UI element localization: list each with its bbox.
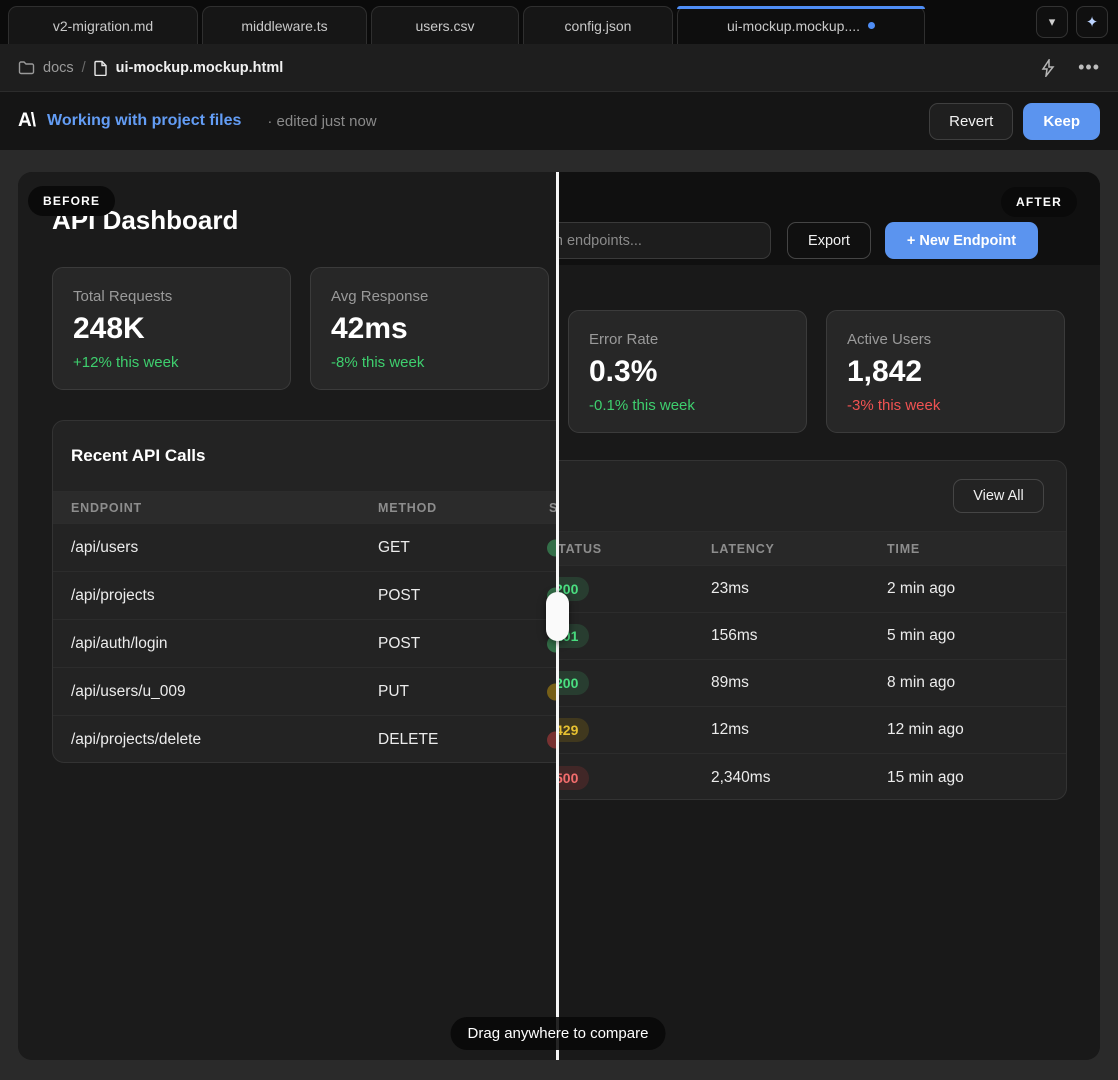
tab-middleware[interactable]: middleware.ts <box>202 6 367 44</box>
keep-button[interactable]: Keep <box>1023 103 1100 140</box>
method-cell: PUT <box>378 683 409 701</box>
column-endpoint: ENDPOINT <box>71 501 142 515</box>
claude-logo-icon: A\ <box>18 110 35 132</box>
tab-v2-migration[interactable]: v2-migration.md <box>8 6 198 44</box>
tab-label: users.csv <box>415 18 474 34</box>
stat-value: 0.3% <box>589 355 786 389</box>
breadcrumb-separator: / <box>82 60 86 76</box>
latency-cell: 12ms <box>711 721 749 739</box>
endpoint-cell: /api/auth/login <box>71 635 168 653</box>
column-time: TIME <box>887 542 920 556</box>
stat-card-active-users: Active Users 1,842 -3% this week <box>826 310 1065 433</box>
sparkle-icon: ✦ <box>1086 13 1099 31</box>
export-button[interactable]: Export <box>787 222 871 259</box>
latency-cell: 156ms <box>711 627 758 645</box>
endpoint-cell: /api/projects/delete <box>71 731 201 749</box>
tab-label: ui-mockup.mockup.... <box>727 18 860 34</box>
stat-value: 42ms <box>331 312 528 346</box>
compare-panel: BEFORE API Dashboard Total Requests 248K… <box>18 172 1100 1060</box>
tab-list-dropdown-button[interactable]: ▾ <box>1036 6 1068 38</box>
latency-cell: 23ms <box>711 580 749 598</box>
folder-icon <box>18 60 35 75</box>
tab-label: v2-migration.md <box>53 18 153 34</box>
time-cell: 5 min ago <box>887 627 955 645</box>
method-cell: POST <box>378 587 420 605</box>
breadcrumb-folder[interactable]: docs <box>43 60 74 76</box>
stat-delta: +12% this week <box>73 354 270 371</box>
new-endpoint-button[interactable]: + New Endpoint <box>885 222 1038 259</box>
revert-button[interactable]: Revert <box>929 103 1013 140</box>
endpoint-cell: /api/users/u_009 <box>71 683 186 701</box>
tab-users-csv[interactable]: users.csv <box>371 6 519 44</box>
endpoint-cell: /api/projects <box>71 587 155 605</box>
breadcrumb-file: ui-mockup.mockup.html <box>116 60 284 76</box>
stat-card-avg-response: Avg Response 42ms -8% this week <box>310 267 549 390</box>
column-latency: LATENCY <box>711 542 775 556</box>
stat-label: Error Rate <box>589 331 786 348</box>
view-all-button[interactable]: View All <box>953 479 1044 513</box>
stat-card-total-requests: Total Requests 248K +12% this week <box>52 267 291 390</box>
column-method: METHOD <box>378 501 437 515</box>
compare-area: BEFORE API Dashboard Total Requests 248K… <box>0 150 1118 1080</box>
breadcrumb-bar: docs / ui-mockup.mockup.html ••• <box>0 44 1118 92</box>
method-cell: DELETE <box>378 731 438 749</box>
edit-status: · edited just now <box>267 113 376 130</box>
session-title[interactable]: Working with project files <box>47 112 241 130</box>
latency-cell: 89ms <box>711 674 749 692</box>
stat-value: 1,842 <box>847 355 1044 389</box>
stat-label: Active Users <box>847 331 1044 348</box>
stat-value: 248K <box>73 312 270 346</box>
more-options-icon[interactable]: ••• <box>1078 57 1100 78</box>
time-cell: 12 min ago <box>887 721 964 739</box>
stat-delta: -0.1% this week <box>589 397 786 414</box>
endpoint-cell: /api/users <box>71 539 138 557</box>
stat-label: Avg Response <box>331 288 528 305</box>
stat-delta: -8% this week <box>331 354 528 371</box>
tab-label: middleware.ts <box>241 18 327 34</box>
stat-label: Total Requests <box>73 288 270 305</box>
tab-config-json[interactable]: config.json <box>523 6 673 44</box>
unsaved-dot-icon <box>868 22 875 29</box>
latency-cell: 2,340ms <box>711 769 770 787</box>
time-cell: 8 min ago <box>887 674 955 692</box>
tab-bar: v2-migration.md middleware.ts users.csv … <box>0 0 1118 44</box>
time-cell: 15 min ago <box>887 769 964 787</box>
file-icon <box>94 60 108 76</box>
tab-ui-mockup-active[interactable]: ui-mockup.mockup.... <box>677 6 925 44</box>
tab-label: config.json <box>565 18 632 34</box>
compare-drag-handle[interactable] <box>546 592 569 641</box>
time-cell: 2 min ago <box>887 580 955 598</box>
chevron-down-icon: ▾ <box>1049 14 1056 30</box>
drag-hint-tooltip: Drag anywhere to compare <box>451 1017 666 1050</box>
zap-icon[interactable] <box>1040 59 1056 77</box>
stat-card-error-rate: Error Rate 0.3% -0.1% this week <box>568 310 807 433</box>
session-header: A\ Working with project files · edited j… <box>0 92 1118 150</box>
table-title: Recent API Calls <box>71 446 205 466</box>
stat-delta: -3% this week <box>847 397 1044 414</box>
new-artifact-button[interactable]: ✦ <box>1076 6 1108 38</box>
method-cell: POST <box>378 635 420 653</box>
after-badge: AFTER <box>1001 187 1077 217</box>
method-cell: GET <box>378 539 410 557</box>
before-badge: BEFORE <box>28 186 115 216</box>
